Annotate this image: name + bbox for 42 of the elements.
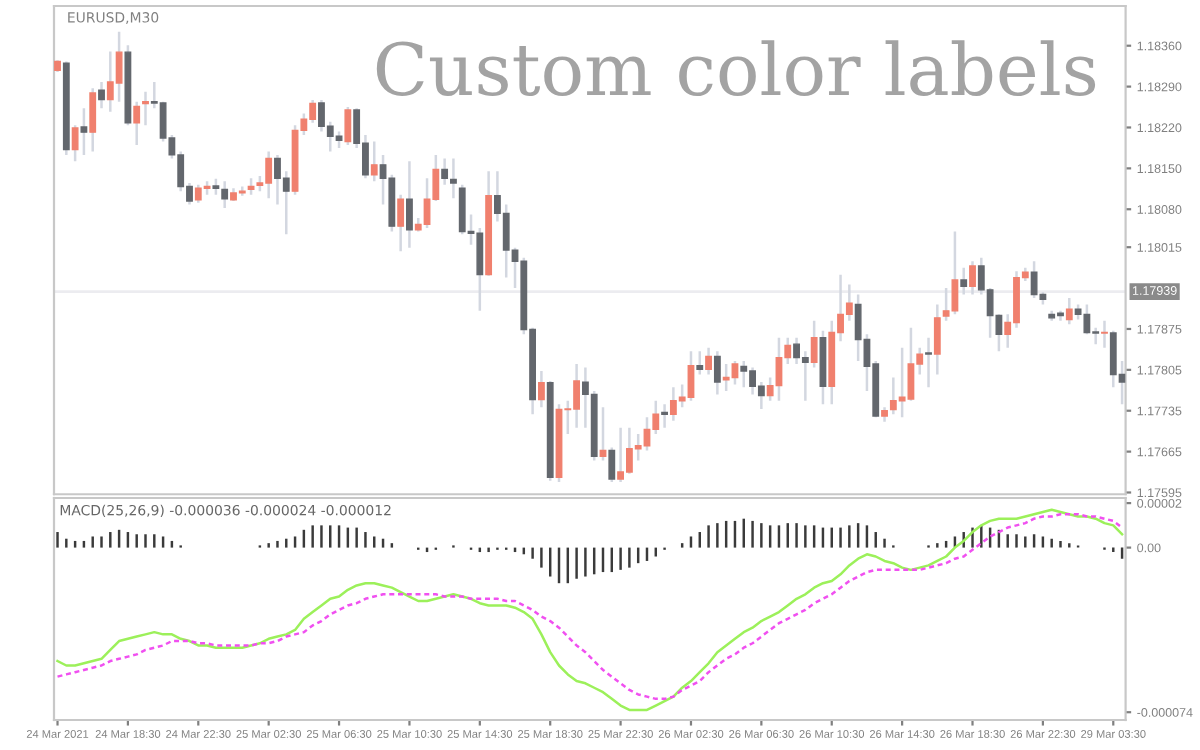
candlestick: [925, 336, 932, 389]
candlestick: [476, 226, 484, 313]
candlestick: [441, 157, 449, 186]
candlestick: [344, 105, 352, 147]
candlestick: [960, 266, 968, 296]
candlestick: [731, 359, 739, 386]
candlestick: [801, 349, 809, 403]
candlestick: [810, 319, 818, 369]
candlestick: [951, 230, 959, 316]
candlestick: [142, 90, 149, 127]
candlestick: [713, 349, 721, 396]
candlestick: [115, 30, 123, 104]
candlestick: [502, 203, 510, 279]
candlestick: [1030, 259, 1038, 300]
candlestick: [458, 183, 466, 236]
candlestick: [450, 157, 457, 200]
candlestick: [397, 193, 405, 253]
candlestick: [969, 259, 976, 296]
candlestick: [696, 349, 704, 376]
candlestick: [907, 326, 915, 403]
candlestick: [608, 446, 616, 484]
candlestick: [1101, 319, 1108, 349]
candlestick: [740, 359, 748, 389]
candlestick: [1065, 296, 1073, 326]
candlestick: [98, 80, 105, 110]
candlestick: [71, 123, 79, 163]
candlestick: [80, 106, 88, 157]
candlestick: [1083, 303, 1091, 336]
chart-title: Custom color labels: [376, 40, 1096, 97]
candlestick: [705, 346, 712, 376]
candlestick: [933, 303, 941, 376]
candlestick: [370, 140, 378, 183]
candlestick: [617, 426, 625, 484]
candlestick: [661, 403, 669, 429]
candlestick: [89, 87, 97, 153]
candlestick: [133, 100, 141, 147]
candlestick: [537, 369, 545, 409]
candlestick: [854, 293, 862, 363]
candlestick: [221, 179, 229, 210]
candlestick: [942, 286, 950, 323]
candlestick: [1109, 329, 1117, 389]
candlestick: [406, 160, 413, 250]
